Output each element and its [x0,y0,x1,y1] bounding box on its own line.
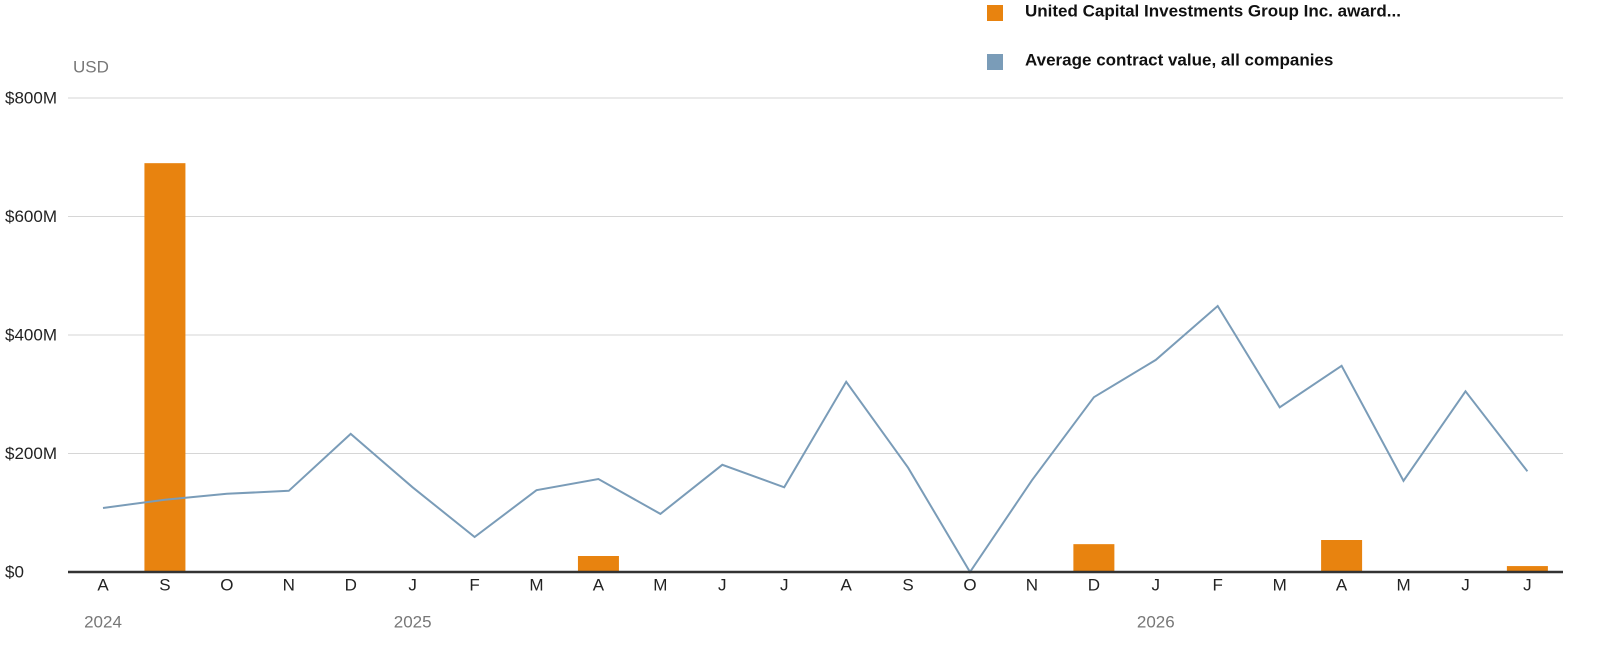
y-tick-label: $200M [5,444,57,463]
x-tick-label: F [1213,575,1223,594]
x-tick-label: N [283,575,295,594]
bar [577,556,619,572]
x-tick-label: M [529,575,543,594]
y-tick-label: $0 [5,562,24,581]
legend-swatch [987,54,1003,70]
legend-label: United Capital Investments Group Inc. aw… [1025,1,1401,20]
x-tick-label: J [1523,575,1532,594]
x-tick-label: O [220,575,233,594]
x-tick-label: J [1461,575,1470,594]
line [102,304,1529,574]
x-tick-label: D [1088,575,1100,594]
bar [1321,540,1363,572]
y-tick-label: $600M [5,207,57,226]
x-tick-label: M [1396,575,1410,594]
bar [1506,566,1548,572]
x-tick-label: J [1152,575,1161,594]
x-tick-label: S [902,575,913,594]
y-tick-label: $800M [5,88,57,107]
bar [144,163,186,573]
x-tick-label: S [159,575,170,594]
x-tick-label: A [840,575,852,594]
x-tick-label: N [1026,575,1038,594]
legend-label: Average contract value, all companies [1025,50,1333,69]
x-tick-label: J [780,575,789,594]
x-tick-label: M [653,575,667,594]
x-tick-label: J [718,575,727,594]
legend-swatch [987,5,1003,21]
x-tick-label: A [97,575,109,594]
x-tick-label: O [963,575,976,594]
x-tick-label: J [408,575,417,594]
x-tick-label: A [593,575,605,594]
x-tick-label: A [1336,575,1348,594]
year-label: 2024 [84,612,122,631]
x-tick-label: F [469,575,479,594]
bar [1073,544,1115,572]
x-tick-label: D [345,575,357,594]
x-tick-label: M [1273,575,1287,594]
year-label: 2025 [394,612,432,631]
year-label: 2026 [1137,612,1175,631]
y-unit-label: USD [73,57,109,76]
y-tick-label: $400M [5,325,57,344]
